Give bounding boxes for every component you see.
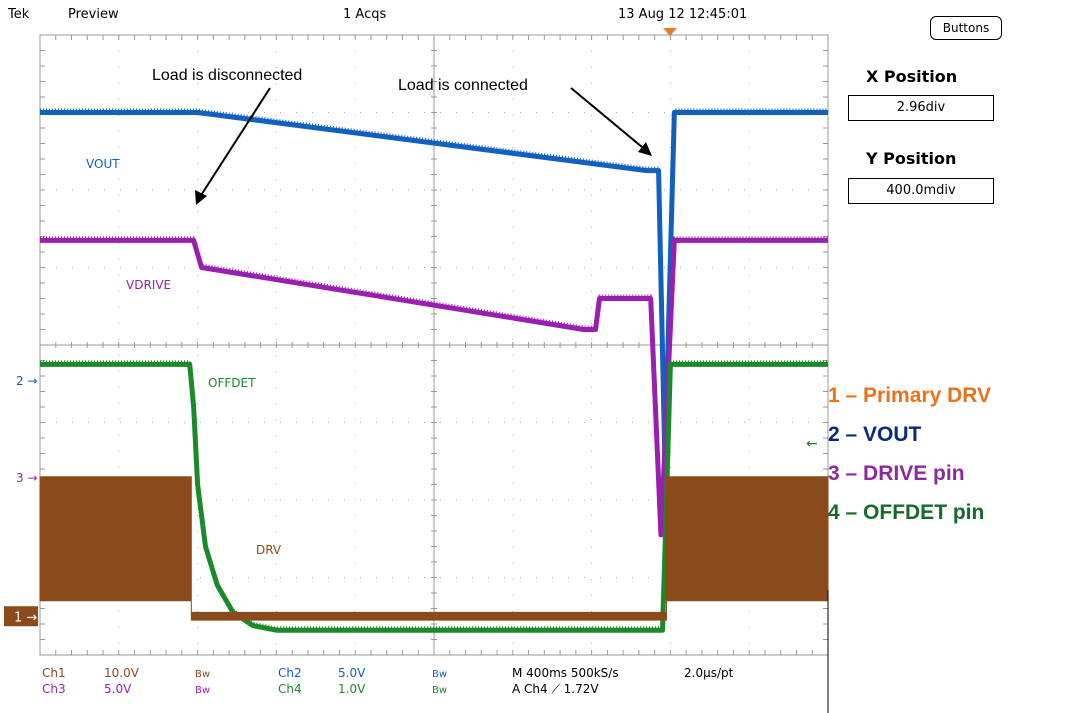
ch3-scale: 5.0V: [104, 682, 132, 696]
x-position-field[interactable]: 2.96div: [848, 95, 994, 121]
ch1-scale: 10.0V: [104, 666, 140, 680]
ch2-bw: Bw: [432, 669, 447, 680]
ch2-label: Ch2: [278, 666, 302, 680]
ch4-scale: 1.0V: [338, 682, 366, 696]
y-position-title: Y Position: [866, 149, 957, 168]
ground-marker-1: [4, 606, 38, 627]
legend-item-offdet-pin: 4 – OFFDET pin: [828, 501, 985, 524]
annotation-disconnected: Load is disconnected: [152, 67, 302, 84]
legend-item-drive-pin: 3 – DRIVE pin: [828, 462, 965, 485]
legend-item-vout: 2 – VOUT: [828, 423, 922, 446]
trace-label-offdet: OFFDET: [208, 376, 256, 390]
ch3-label: Ch3: [42, 682, 66, 696]
legend-item-primary-drv: 1 – Primary DRV: [828, 384, 992, 407]
trace-offdet-noise: [40, 360, 828, 629]
traces: [39, 108, 829, 633]
mode-label: Preview: [68, 7, 119, 22]
ch4-bw: Bw: [432, 685, 447, 696]
arrowhead-disconnected-icon: [195, 190, 207, 205]
trigger-level-icon: ←: [806, 436, 818, 452]
buttons-button[interactable]: Buttons: [930, 16, 1002, 40]
ground-marker-3-label: 3 →: [16, 471, 38, 485]
ch1-label: Ch1: [42, 666, 66, 680]
ground-markers: 1 → 2 → 3 →: [4, 374, 38, 627]
trace-label-drv: DRV: [256, 543, 282, 557]
ch2-scale: 5.0V: [338, 666, 366, 680]
trace-label-vdrive: VDRIVE: [126, 278, 171, 292]
timebase-readout: M 400ms 500kS/s: [512, 666, 619, 680]
acquisition-count: 1 Acqs: [343, 7, 386, 22]
ground-marker-1-label: 1 →: [14, 610, 37, 625]
channel-settings-footer: Ch1 10.0V Bw Ch2 5.0V Bw Ch3 5.0V Bw Ch4…: [42, 666, 734, 696]
x-position-title: X Position: [866, 67, 958, 86]
arrowhead-connected-icon: [638, 142, 652, 156]
annotation-arrow-disconnected: [197, 87, 271, 201]
trigger-readout: A Ch4 ⟋ 1.72V: [512, 682, 599, 696]
ch3-bw: Bw: [195, 685, 210, 696]
datetime-label: 13 Aug 12 12:45:01: [618, 7, 747, 22]
trace-label-vout: VOUT: [86, 157, 120, 171]
annotation-connected: Load is connected: [398, 77, 528, 94]
annotation-arrow-connected: [570, 87, 649, 153]
ground-marker-2-label: 2 →: [16, 374, 38, 388]
y-position-field[interactable]: 400.0mdiv: [848, 178, 994, 204]
ch4-label: Ch4: [278, 682, 302, 696]
resolution-readout: 2.0µs/pt: [684, 666, 734, 680]
brand-label: Tek: [7, 7, 30, 22]
trigger-position-icon: [663, 28, 677, 36]
ch1-bw: Bw: [195, 669, 210, 680]
trace-vout: [40, 110, 828, 464]
